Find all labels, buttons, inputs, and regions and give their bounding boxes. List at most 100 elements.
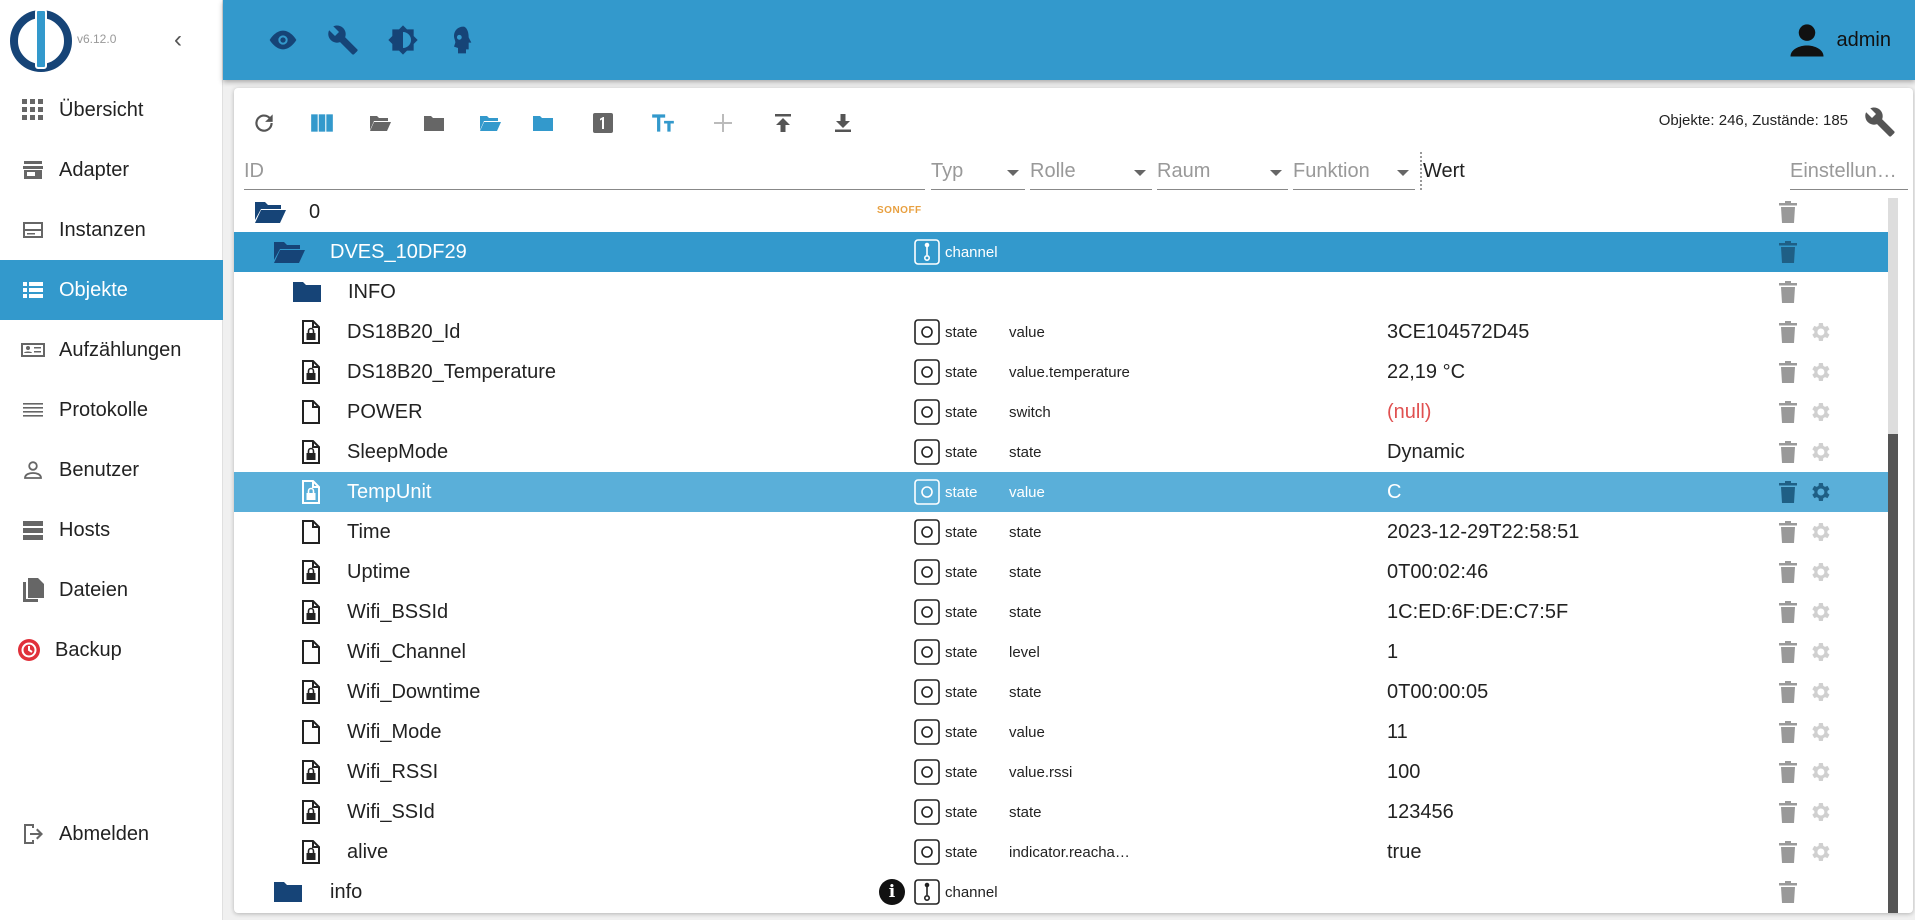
sidebar-item-adapter[interactable]: Adapter: [0, 140, 223, 200]
object-value[interactable]: 100: [1387, 761, 1421, 783]
object-value[interactable]: 11: [1387, 721, 1408, 743]
trash-icon[interactable]: [1778, 880, 1798, 904]
object-value[interactable]: 22,19 °C: [1387, 361, 1466, 383]
collapse-sidebar-button[interactable]: ‹: [174, 26, 182, 53]
trash-icon[interactable]: [1778, 440, 1798, 464]
settings-wrench-icon[interactable]: [1864, 106, 1896, 138]
gear-icon[interactable]: [1808, 320, 1832, 344]
gear-icon[interactable]: [1808, 760, 1832, 784]
gear-icon[interactable]: [1808, 520, 1832, 544]
object-value[interactable]: 0T00:02:46: [1387, 561, 1489, 583]
trash-icon[interactable]: [1778, 680, 1798, 704]
eye-icon[interactable]: [267, 24, 299, 56]
object-value[interactable]: 1: [1387, 641, 1399, 663]
object-row[interactable]: DS18B20_Temperature state value.temperatur…: [234, 352, 1888, 392]
type-filter-select[interactable]: Typ: [931, 152, 1025, 190]
file-lock-icon[interactable]: [301, 560, 327, 584]
download-button[interactable]: [828, 108, 858, 138]
text-size-button[interactable]: [648, 108, 678, 138]
logout-button[interactable]: Abmelden: [0, 804, 223, 864]
object-value[interactable]: (null): [1387, 401, 1432, 423]
object-row[interactable]: Wifi_Downtime state state 0T00:00:05: [234, 672, 1888, 712]
trash-icon[interactable]: [1778, 720, 1798, 744]
trash-icon[interactable]: [1778, 320, 1798, 344]
trash-icon[interactable]: [1778, 280, 1798, 304]
info-icon[interactable]: i: [879, 879, 905, 905]
object-value[interactable]: true: [1387, 841, 1422, 863]
scrollbar-thumb[interactable]: [1888, 434, 1898, 913]
id-filter-input[interactable]: ID: [244, 152, 925, 190]
room-filter-select[interactable]: Raum: [1157, 152, 1288, 190]
object-row[interactable]: POWER state switch (null): [234, 392, 1888, 432]
gear-icon[interactable]: [1808, 360, 1832, 384]
user-menu[interactable]: admin: [1785, 18, 1891, 62]
file-lock-icon[interactable]: [301, 480, 327, 504]
column-divider[interactable]: [1420, 152, 1422, 190]
file-lock-icon[interactable]: [301, 760, 327, 784]
sidebar-item-objekte[interactable]: Objekte: [0, 260, 223, 320]
gear-icon[interactable]: [1808, 440, 1832, 464]
trash-icon[interactable]: [1778, 800, 1798, 824]
file-icon[interactable]: [301, 400, 327, 424]
gear-icon[interactable]: [1808, 480, 1832, 504]
file-lock-icon[interactable]: [301, 840, 327, 864]
object-row[interactable]: Wifi_Mode state value 11: [234, 712, 1888, 752]
trash-icon[interactable]: [1778, 200, 1798, 224]
trash-icon[interactable]: [1778, 360, 1798, 384]
expand-all-button[interactable]: [365, 108, 395, 138]
toggle-expert-button[interactable]: [588, 108, 618, 138]
object-row[interactable]: alive state indicator.reacha… true: [234, 832, 1888, 872]
object-value[interactable]: C: [1387, 481, 1402, 503]
file-lock-icon[interactable]: [301, 800, 327, 824]
theme-icon[interactable]: [387, 24, 419, 56]
trash-icon[interactable]: [1778, 520, 1798, 544]
object-row[interactable]: SleepMode state state Dynamic: [234, 432, 1888, 472]
object-value[interactable]: 123456: [1387, 801, 1454, 823]
object-row[interactable]: Time state state 2023-12-29T22:58:51: [234, 512, 1888, 552]
object-row[interactable]: 0 SONOFF: [234, 192, 1888, 232]
object-value[interactable]: 0T00:00:05: [1387, 681, 1489, 703]
trash-icon[interactable]: [1778, 640, 1798, 664]
sidebar-item-bersicht[interactable]: Übersicht: [0, 80, 223, 140]
add-object-button[interactable]: [708, 108, 738, 138]
trash-icon[interactable]: [1778, 400, 1798, 424]
scrollbar[interactable]: [1888, 198, 1898, 913]
gear-icon[interactable]: [1808, 560, 1832, 584]
expand-one-level-button[interactable]: [475, 108, 505, 138]
trash-icon[interactable]: [1778, 240, 1798, 264]
folder-icon[interactable]: [292, 280, 321, 304]
object-value[interactable]: Dynamic: [1387, 441, 1465, 463]
iobroker-logo[interactable]: [9, 7, 73, 73]
collapse-one-level-button[interactable]: [528, 108, 558, 138]
sidebar-item-benutzer[interactable]: Benutzer: [0, 440, 223, 500]
sidebar-item-aufzhlungen[interactable]: Aufzählungen: [0, 320, 223, 380]
file-icon[interactable]: [301, 640, 327, 664]
sidebar-item-backup[interactable]: Backup: [0, 620, 223, 680]
trash-icon[interactable]: [1778, 760, 1798, 784]
columns-button[interactable]: [307, 108, 337, 138]
object-row[interactable]: TempUnit state value C: [234, 472, 1888, 512]
wrench-icon[interactable]: [327, 24, 359, 56]
file-lock-icon[interactable]: [301, 360, 327, 384]
sidebar-item-hosts[interactable]: Hosts: [0, 500, 223, 560]
object-row[interactable]: DVES_10DF29 channel: [234, 232, 1888, 272]
gear-icon[interactable]: [1808, 680, 1832, 704]
gear-icon[interactable]: [1808, 840, 1832, 864]
object-row[interactable]: Wifi_SSId state state 123456: [234, 792, 1888, 832]
refresh-button[interactable]: [249, 108, 279, 138]
object-row[interactable]: DS18B20_Id state value 3CE104572D45: [234, 312, 1888, 352]
gear-icon[interactable]: [1808, 640, 1832, 664]
expert-mode-icon[interactable]: [446, 24, 478, 56]
trash-icon[interactable]: [1778, 480, 1798, 504]
object-row[interactable]: info i channel: [234, 872, 1888, 912]
file-icon[interactable]: [301, 520, 327, 544]
folder-open-icon[interactable]: [254, 200, 286, 224]
file-lock-icon[interactable]: [301, 440, 327, 464]
file-icon[interactable]: [301, 720, 327, 744]
object-row[interactable]: INFO: [234, 272, 1888, 312]
file-lock-icon[interactable]: [301, 320, 327, 344]
sidebar-item-dateien[interactable]: Dateien: [0, 560, 223, 620]
object-row[interactable]: Wifi_BSSId state state 1C:ED:6F:DE:C7:5F: [234, 592, 1888, 632]
gear-icon[interactable]: [1808, 720, 1832, 744]
file-lock-icon[interactable]: [301, 600, 327, 624]
